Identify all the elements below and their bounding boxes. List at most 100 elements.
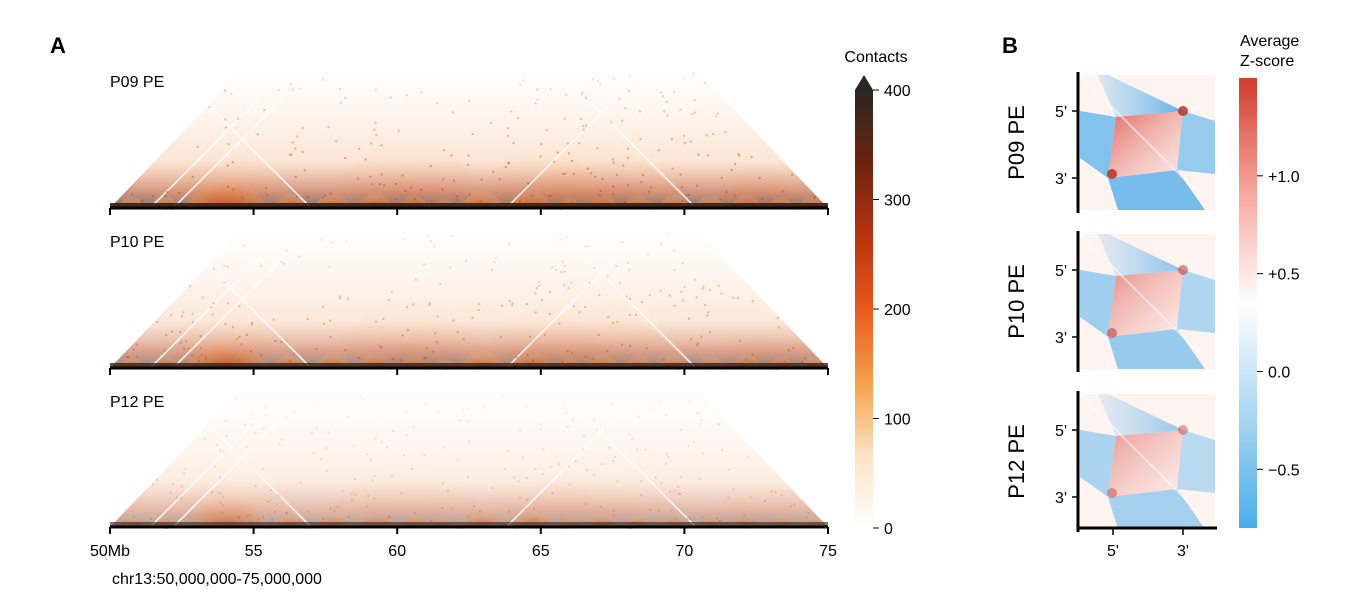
contact-speckle (662, 95, 665, 98)
contact-speckle (563, 283, 566, 286)
contact-speckle (465, 259, 468, 262)
contacts-colorbar-ticks: 0 100 200 300 400 (873, 83, 911, 538)
contact-speckle (591, 78, 594, 81)
contact-speckle (624, 107, 627, 110)
contact-speckle (611, 321, 614, 324)
contact-speckle (182, 311, 185, 314)
contact-speckle (571, 419, 574, 422)
contact-speckle (183, 472, 186, 475)
contact-speckle (638, 110, 641, 113)
contact-speckle (507, 161, 510, 164)
contact-speckle (725, 191, 728, 194)
contact-speckle (430, 519, 433, 522)
contact-speckle (648, 294, 651, 297)
contact-speckle (578, 311, 581, 314)
contact-speckle (666, 232, 669, 235)
contact-speckle (738, 154, 741, 157)
contact-speckle (694, 278, 697, 281)
contact-speckle (335, 140, 338, 143)
contact-speckle (451, 507, 454, 510)
contact-speckle (221, 495, 224, 498)
colorbar-tick-label: 200 (884, 302, 911, 319)
contact-speckle (251, 321, 254, 324)
contact-speckle (689, 394, 692, 397)
contact-speckle (554, 268, 557, 271)
contact-speckle (278, 443, 281, 446)
contact-speckle (525, 476, 528, 479)
contact-speckle (518, 429, 521, 432)
contact-speckle (567, 465, 570, 468)
contact-speckle (272, 318, 275, 321)
contact-speckle (254, 484, 257, 487)
contact-speckle (291, 141, 294, 144)
hic-heatmaps: P09 PE P10 PE P12 PE (109, 72, 829, 534)
contact-speckle (379, 345, 382, 348)
contact-speckle (687, 317, 690, 320)
contact-speckle (683, 77, 686, 80)
contact-speckle (611, 393, 614, 396)
contact-speckle (180, 315, 183, 318)
masked-bin-stripe (585, 416, 697, 528)
contact-speckle (389, 96, 392, 99)
contact-speckle (679, 475, 682, 478)
colorbar-tick-label: 100 (884, 412, 911, 429)
contact-speckle (680, 428, 683, 431)
contact-speckle (707, 311, 710, 314)
contact-speckle (224, 322, 227, 325)
contact-speckle (322, 322, 325, 325)
contact-speckle (692, 440, 695, 443)
contact-speckle (477, 309, 480, 312)
contact-speckle (561, 360, 564, 363)
contact-speckle (516, 117, 519, 120)
contact-speckle (580, 93, 583, 96)
masked-bin-stripe (505, 97, 617, 209)
contact-speckle (373, 475, 376, 478)
contact-speckle (201, 296, 204, 299)
contact-speckle (184, 467, 187, 470)
contact-speckle (659, 91, 662, 94)
contact-speckle (432, 350, 435, 353)
contact-speckle (717, 423, 720, 426)
contact-speckle (732, 488, 735, 491)
contact-speckle (292, 353, 295, 356)
contact-speckle (737, 152, 740, 155)
contact-speckle (324, 194, 327, 197)
contact-speckle (494, 257, 497, 260)
positive-domain-signal (1108, 430, 1183, 497)
contact-speckle (414, 198, 417, 201)
contact-speckle (586, 469, 589, 472)
contact-speckle (436, 410, 439, 413)
contact-speckle (315, 399, 318, 402)
contact-speckle (565, 93, 568, 96)
contact-speckle (582, 128, 585, 131)
contact-speckle (548, 313, 551, 316)
contact-speckle (572, 172, 575, 175)
contact-speckle (281, 438, 284, 441)
contact-speckle (673, 249, 676, 252)
contact-speckle (223, 90, 226, 93)
zscore-colorbar-title-line2: Z-score (1240, 53, 1294, 70)
contact-speckle (749, 496, 752, 499)
contact-speckle (559, 238, 562, 241)
contact-speckle (627, 261, 630, 264)
contact-speckle (212, 302, 215, 305)
contact-speckle (328, 265, 331, 268)
contact-speckle (563, 407, 566, 410)
contact-speckle (357, 177, 360, 180)
contact-speckle (793, 503, 796, 506)
contact-speckle (705, 134, 708, 137)
contact-speckle (668, 294, 671, 297)
contact-speckle (242, 244, 245, 247)
contact-speckle (659, 289, 662, 292)
contact-speckle (628, 314, 631, 317)
contact-speckle (441, 507, 444, 510)
contact-speckle (285, 416, 288, 419)
contact-speckle (449, 266, 452, 269)
aggregate-y-tick-label: 5' (1055, 104, 1067, 121)
contact-speckle (452, 319, 455, 322)
contact-speckle (585, 124, 588, 127)
contact-speckle (570, 159, 573, 162)
contact-speckle (501, 304, 504, 307)
contact-speckle (442, 178, 445, 181)
contact-speckle (530, 194, 533, 197)
